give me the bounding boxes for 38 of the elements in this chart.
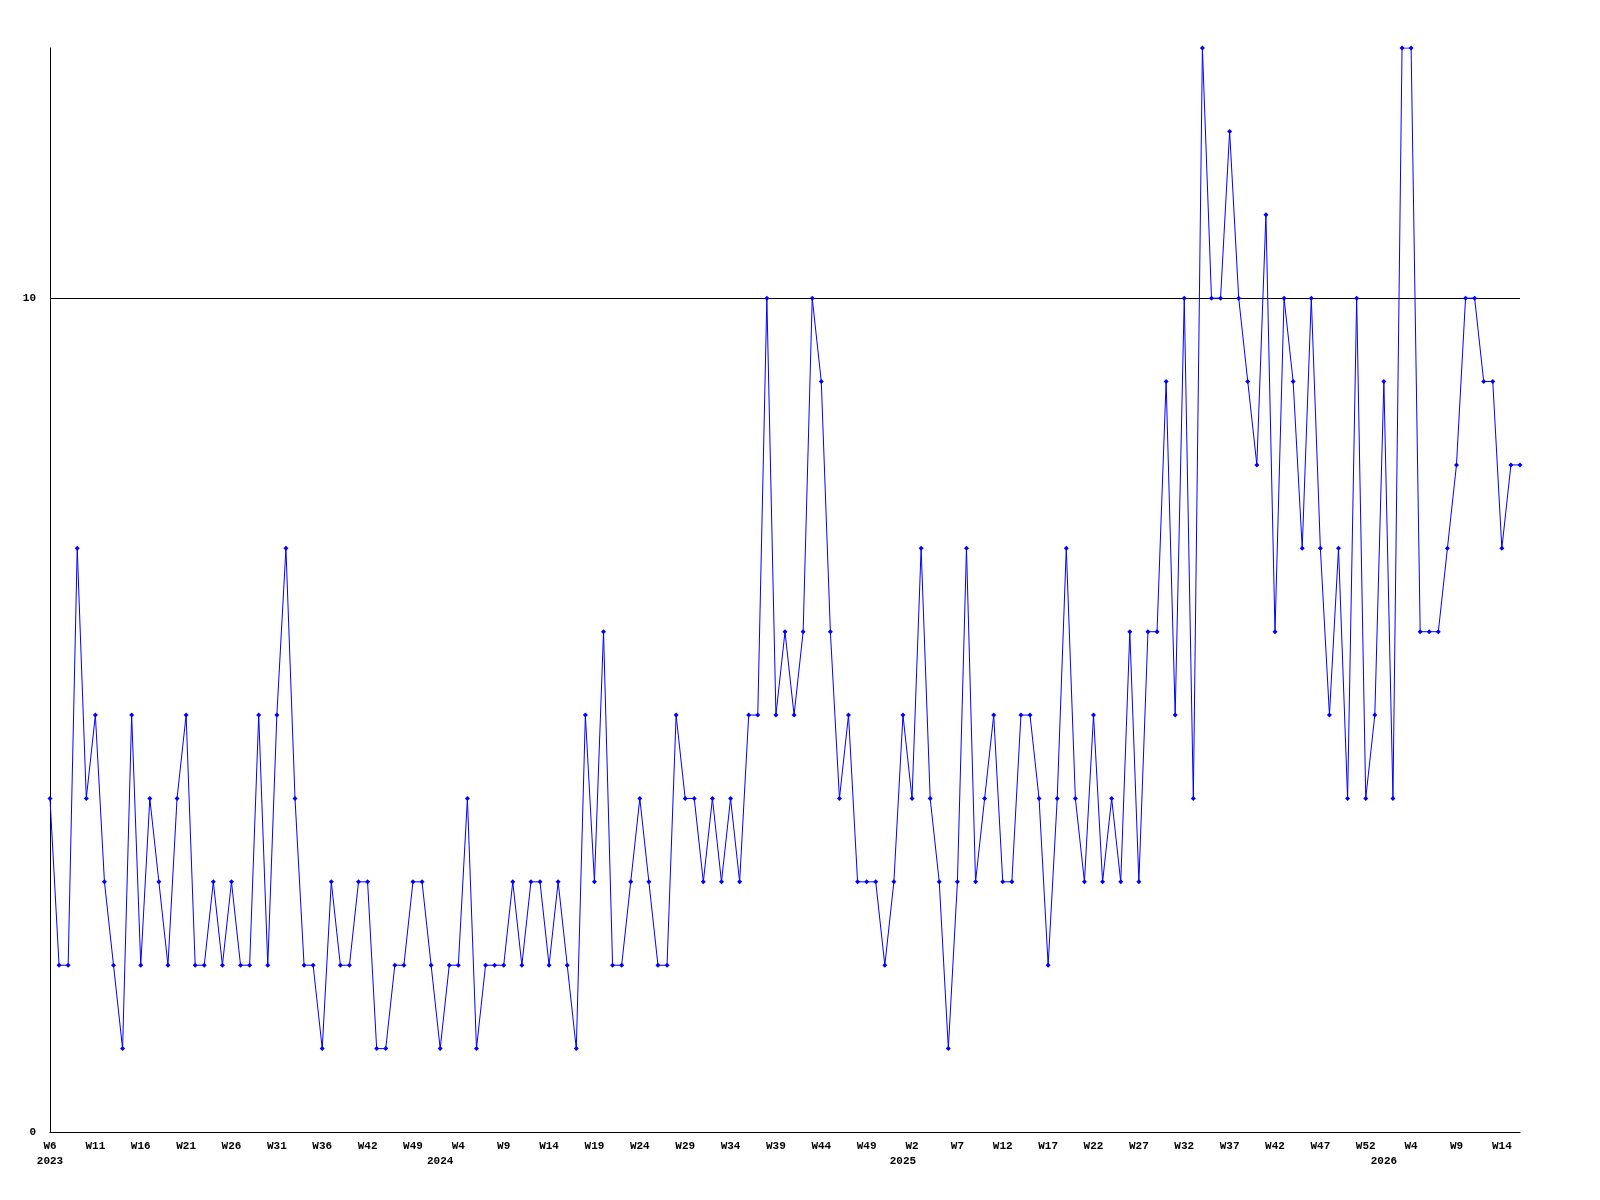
x-tick-label: W24 bbox=[629, 1139, 651, 1152]
x-tick-label: W42 bbox=[1265, 1139, 1285, 1152]
x-tick-label: W39 bbox=[766, 1139, 786, 1152]
x-tick-label: W31 bbox=[266, 1139, 288, 1152]
x-tick-label: W2 bbox=[905, 1139, 919, 1152]
x-tick-label: W9 bbox=[1449, 1139, 1464, 1152]
x-tick-label: W16 bbox=[130, 1139, 151, 1152]
x-tick-label: W32 bbox=[1174, 1139, 1195, 1152]
x-tick-label: W7 bbox=[950, 1139, 965, 1152]
x-tick-label: W12 bbox=[992, 1139, 1013, 1152]
x-tick-label: W6 2023 bbox=[36, 1139, 64, 1167]
x-tick-label: W4 bbox=[1404, 1139, 1419, 1152]
x-tick-label: W47 bbox=[1310, 1139, 1331, 1152]
x-tick-label: W19 bbox=[584, 1139, 605, 1152]
x-tick-label: W11 bbox=[85, 1139, 106, 1152]
x-tick-label: W14 bbox=[539, 1139, 560, 1152]
x-tick-label: W37 bbox=[1219, 1139, 1240, 1152]
x-tick-label: W49 bbox=[403, 1139, 423, 1152]
x-tick-label: W52 bbox=[1355, 1139, 1376, 1152]
x-tick-label: W4 bbox=[451, 1139, 466, 1152]
x-tick-label: W44 bbox=[811, 1139, 832, 1152]
y-tick-label: 10 bbox=[22, 292, 36, 305]
x-tick-label: W34 bbox=[720, 1139, 741, 1152]
x-tick-label: 2024 bbox=[426, 1154, 454, 1167]
x-tick-label: W42 bbox=[357, 1139, 378, 1152]
x-tick-label: 2025 bbox=[889, 1154, 917, 1167]
x-tick-label: W22 bbox=[1083, 1139, 1104, 1152]
x-tick-label: 2026 bbox=[1370, 1154, 1398, 1167]
x-tick-label: W9 bbox=[497, 1139, 511, 1152]
x-tick-label: W29 bbox=[675, 1139, 696, 1152]
x-tick-label: W49 bbox=[856, 1139, 877, 1152]
x-tick-label: W14 bbox=[1491, 1139, 1513, 1152]
x-tick-label: W21 bbox=[176, 1139, 197, 1152]
y-tick-label: 0 bbox=[29, 1126, 36, 1138]
x-tick-label: W27 bbox=[1128, 1139, 1149, 1152]
x-tick-label: W36 bbox=[312, 1139, 333, 1152]
x-tick-label: W17 bbox=[1038, 1139, 1059, 1152]
x-tick-label: W26 bbox=[221, 1139, 242, 1152]
